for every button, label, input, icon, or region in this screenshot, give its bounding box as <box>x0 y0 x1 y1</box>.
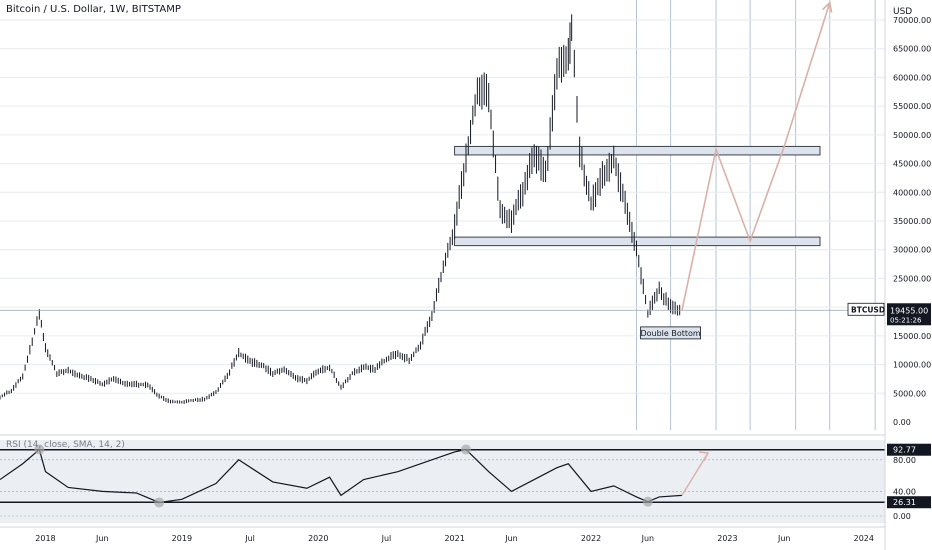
price-tick-label: 45000.00 <box>893 160 931 169</box>
price-tick-label: 65000.00 <box>893 45 931 54</box>
rsi-marker <box>154 497 164 507</box>
price-tick-label: 55000.00 <box>893 102 931 111</box>
price-tick-label: 40000.00 <box>893 188 931 197</box>
price-tick-label: 15000.00 <box>893 332 931 341</box>
rsi-label: RSI (14, close, SMA, 14, 2) <box>6 440 125 450</box>
price-tick-label: 50000.00 <box>893 131 931 140</box>
price-zone <box>455 237 820 246</box>
time-tick-label: Jul <box>381 534 392 543</box>
price-tick-label: 35000.00 <box>893 217 931 226</box>
time-tick-label: Jun <box>504 534 518 543</box>
price-tick-label: 60000.00 <box>893 73 931 82</box>
rsi-tick-label: 0.00 <box>893 512 911 521</box>
time-tick-label: Jul <box>244 534 255 543</box>
rsi-tick-label: 80.00 <box>893 456 916 465</box>
time-tick-label: Jun <box>641 534 655 543</box>
annotation: Double Bottom <box>640 327 700 339</box>
symbol-label: BTCUSD <box>851 305 885 314</box>
current-price-value: 19455.00 <box>890 306 928 315</box>
price-tick-label: 10000.00 <box>893 361 931 370</box>
price-zone <box>455 146 820 155</box>
rsi-level-value: 92.77 <box>893 446 916 455</box>
rsi-panel-bg <box>0 440 885 523</box>
price-tick-label: 0.00 <box>893 418 911 427</box>
price-tick-label: 25000.00 <box>893 274 931 283</box>
price-tick-label: 70000.00 <box>893 16 931 25</box>
rsi-tick-label: 40.00 <box>893 487 916 496</box>
price-tick-label: 5000.00 <box>893 389 926 398</box>
time-tick-label: 2022 <box>581 534 601 543</box>
rsi-level-value: 26.31 <box>893 498 916 507</box>
time-tick-label: 2023 <box>717 534 737 543</box>
rsi-marker <box>461 445 471 455</box>
time-tick-label: 2021 <box>444 534 464 543</box>
price-tick-label: 30000.00 <box>893 246 931 255</box>
annotation-text: Double Bottom <box>640 329 700 338</box>
current-price-countdown: 05:21:26 <box>890 316 922 324</box>
time-tick-label: Jun <box>777 534 791 543</box>
time-tick-label: 2024 <box>854 534 874 543</box>
time-tick-label: 2018 <box>35 534 55 543</box>
time-tick-label: Jun <box>95 534 109 543</box>
time-tick-label: 2020 <box>308 534 328 543</box>
chart-title: Bitcoin / U.S. Dollar, 1W, BITSTAMP <box>6 4 181 15</box>
rsi-marker <box>643 497 653 507</box>
time-tick-label: 2019 <box>172 534 192 543</box>
